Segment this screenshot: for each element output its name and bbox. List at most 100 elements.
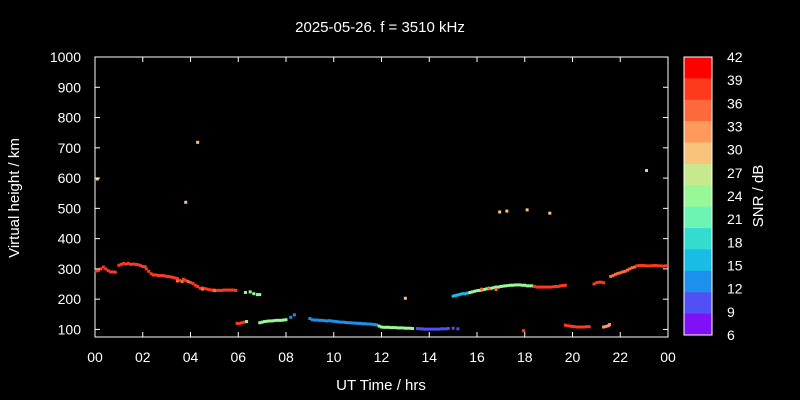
data-point (566, 324, 570, 328)
data-point (456, 327, 460, 331)
data-point (602, 281, 606, 285)
data-point (205, 287, 209, 291)
data-point (458, 292, 462, 296)
data-point (571, 324, 574, 328)
data-point (161, 274, 165, 278)
data-point (245, 320, 249, 324)
data-point (418, 327, 422, 331)
data-point (141, 264, 145, 268)
data-point (575, 325, 579, 329)
data-point (439, 327, 443, 331)
data-point (522, 329, 526, 333)
x-tick-label: 18 (517, 349, 533, 365)
data-point (420, 327, 424, 331)
data-point (454, 294, 458, 298)
data-point (163, 274, 167, 278)
data-point (492, 286, 496, 290)
data-point (508, 283, 512, 287)
data-point (427, 327, 431, 331)
data-point (635, 264, 639, 268)
data-point (498, 210, 502, 214)
colorbar-tick-label: 24 (727, 188, 743, 204)
data-point (243, 291, 247, 295)
data-point (616, 271, 620, 275)
y-tick-label: 600 (58, 170, 82, 186)
data-point (310, 318, 314, 322)
x-tick-label: 10 (326, 349, 342, 365)
data-point (652, 264, 656, 268)
data-point (339, 320, 343, 324)
data-point (171, 275, 175, 279)
data-point (215, 288, 219, 292)
colorbar-tick-label: 21 (727, 211, 743, 227)
data-point (191, 281, 195, 285)
data-point (97, 268, 101, 272)
data-point (203, 287, 207, 291)
data-point (451, 294, 455, 298)
data-point (166, 274, 170, 278)
x-tick-label: 04 (183, 349, 199, 365)
data-point (422, 327, 426, 331)
data-point (530, 284, 534, 288)
data-point (332, 319, 336, 323)
data-point (235, 321, 239, 325)
data-point (592, 282, 596, 286)
data-point (434, 327, 438, 331)
data-point (647, 264, 651, 268)
data-point (485, 287, 489, 291)
colorbar-band (684, 292, 712, 315)
data-point (358, 321, 362, 325)
data-point (222, 288, 226, 292)
data-point (475, 289, 479, 293)
y-tick-label: 200 (58, 291, 82, 307)
data-point (124, 262, 128, 266)
y-tick-label: 500 (58, 200, 82, 216)
data-point (113, 270, 117, 274)
data-point (408, 326, 412, 330)
data-point (344, 320, 348, 324)
data-point (561, 284, 565, 288)
data-point (389, 326, 393, 330)
data-point (645, 169, 649, 173)
data-point (511, 283, 515, 287)
data-point (217, 288, 221, 292)
data-point (231, 288, 235, 292)
data-points (94, 140, 668, 333)
data-point (630, 266, 634, 270)
data-point (109, 270, 113, 274)
data-point (242, 320, 246, 324)
data-point (525, 284, 529, 288)
data-point (380, 325, 383, 329)
x-tick-label: 00 (87, 349, 103, 365)
colorbar-band (684, 249, 712, 272)
data-point (520, 283, 524, 287)
data-point (99, 267, 103, 271)
y-tick-label: 700 (58, 140, 82, 156)
x-tick-label: 08 (278, 349, 294, 365)
x-axis-label: UT Time / hrs (336, 377, 426, 394)
data-point (580, 325, 584, 329)
colorbar-band (684, 99, 712, 122)
data-point (568, 324, 572, 328)
data-point (549, 285, 553, 289)
data-point (387, 325, 391, 329)
data-point (267, 319, 271, 323)
data-point (263, 320, 267, 324)
data-point (473, 289, 477, 293)
data-point (353, 321, 357, 325)
colorbar-tick-label: 27 (727, 165, 743, 181)
data-point (528, 284, 532, 288)
colorbar-tick-label: 39 (727, 72, 743, 88)
data-point (594, 281, 598, 285)
data-point (284, 318, 288, 322)
data-point (337, 320, 341, 324)
data-point (403, 326, 407, 330)
data-point (334, 320, 338, 324)
plot-border (94, 56, 669, 338)
chart-title: 2025-05-26. f = 3510 kHz (295, 19, 465, 36)
data-point (138, 264, 142, 268)
data-point (212, 289, 216, 293)
data-point (193, 283, 197, 287)
data-point (252, 292, 256, 296)
